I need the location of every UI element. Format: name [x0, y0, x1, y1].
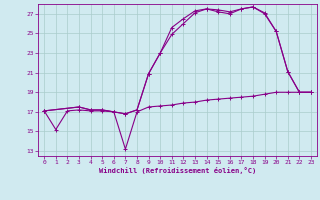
X-axis label: Windchill (Refroidissement éolien,°C): Windchill (Refroidissement éolien,°C) [99, 167, 256, 174]
